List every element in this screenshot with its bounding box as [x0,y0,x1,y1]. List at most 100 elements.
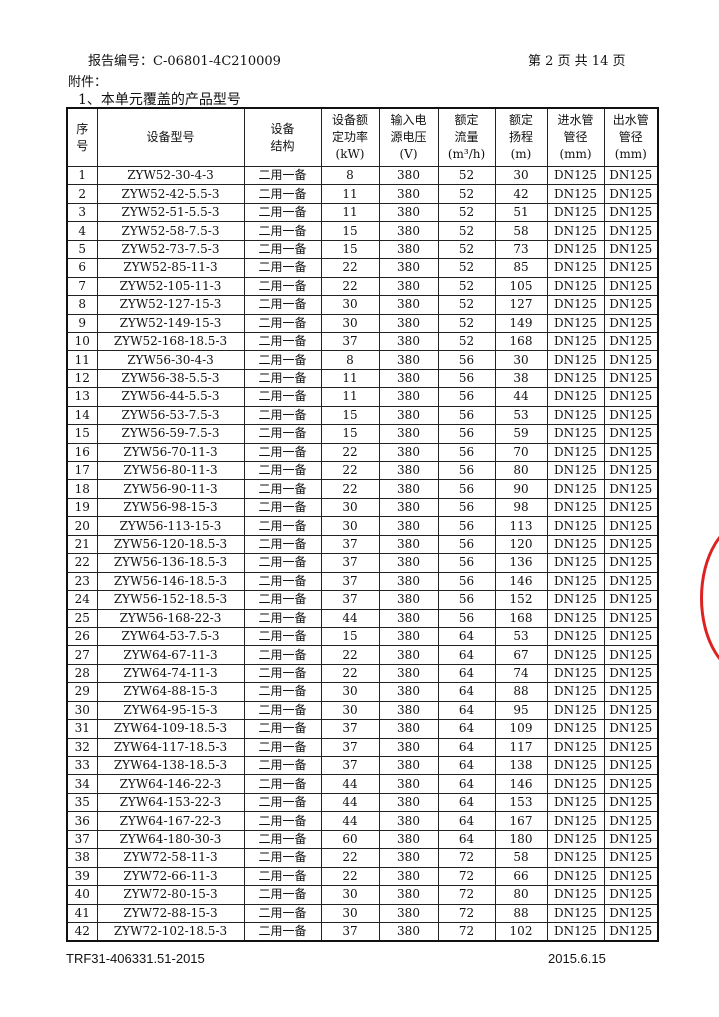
table-cell: 85 [494,258,548,278]
table-cell: 168 [494,608,548,628]
table-cell: 380 [378,424,439,444]
table-cell: 15 [320,239,380,260]
table-cell: DN125 [546,848,605,868]
table-cell: 38 [66,848,98,868]
table-cell: 152 [494,590,548,610]
table-cell: 37 [320,737,380,758]
table-cell: 380 [378,866,439,887]
table-row: 32 ZYW64-117-18.5-3 二用一备 37 380 64 117 DN125 DN1… [66,737,659,758]
table-cell: DN125 [546,442,605,463]
table-cell: 二用一备 [243,258,322,278]
table-cell: 30 [320,497,380,518]
table-cell: 380 [378,534,439,555]
table-cell: 56 [437,350,496,370]
table-cell: DN125 [603,460,659,481]
table-cell: DN125 [546,737,605,758]
table-cell: 二用一备 [243,479,322,499]
table-cell: 30 [320,682,380,702]
table-row: 7 ZYW52-105-11-3 二用一备 22 380 52 105 DN125 DN125 [66,276,659,297]
table-row: 29 ZYW64-88-15-3 二用一备 30 380 64 88 DN125 DN125 [66,682,659,702]
table-row: 35 ZYW64-153-22-3 二用一备 44 380 64 153 DN125 DN125 [66,792,659,813]
table-cell: DN125 [546,202,605,223]
table-cell: 98 [494,497,548,518]
table-row: 23 ZYW56-146-18.5-3 二用一备 37 380 56 146 DN125 DN1… [66,571,659,592]
table-cell: 29 [66,682,98,702]
table-cell: ZYW64-109-18.5-3 [96,719,245,739]
table-cell: DN125 [603,479,659,499]
table-cell: ZYW64-153-22-3 [96,792,245,813]
table-cell: 90 [494,479,548,499]
table-cell: 380 [378,516,439,536]
table-cell: DN125 [546,424,605,444]
table-cell: 30 [494,350,548,370]
table-cell: 44 [320,811,380,831]
table-cell: 30 [320,700,380,721]
table-cell: ZYW64-88-15-3 [96,682,245,702]
table-cell: 380 [378,387,439,407]
table-cell: ZYW52-58-7.5-3 [96,221,245,241]
table-cell: 70 [494,442,548,463]
table-cell: 38 [494,368,548,389]
table-cell: 5 [66,239,98,260]
table-cell: DN125 [546,387,605,407]
table-cell: ZYW64-53-7.5-3 [96,626,245,647]
table-row: 21 ZYW56-120-18.5-3 二用一备 37 380 56 120 DN125 DN1… [66,534,659,555]
table-cell: DN125 [546,184,605,204]
table-cell: 二用一备 [243,626,322,647]
table-cell: ZYW52-42-5.5-3 [96,184,245,204]
table-cell: DN125 [603,184,659,204]
table-cell: 二用一备 [243,553,322,573]
table-cell: 32 [66,737,98,758]
table-row: 42 ZYW72-102-18.5-3 二用一备 37 380 72 102 DN125 DN1… [66,921,659,942]
table-cell: 380 [378,645,439,665]
table-cell: ZYW72-66-11-3 [96,866,245,887]
column-header: 设备额 定功率 (kW) [320,107,380,167]
table-cell: 56 [437,442,496,463]
table-cell: 105 [494,276,548,297]
table-cell: ZYW64-117-18.5-3 [96,737,245,758]
table-cell: DN125 [603,368,659,389]
table-cell: 二用一备 [243,645,322,665]
table-cell: 22 [320,442,380,463]
table-cell: 33 [66,755,98,776]
table-cell: DN125 [546,755,605,776]
table-cell: 73 [494,239,548,260]
table-cell: 22 [320,848,380,868]
table-cell: DN125 [603,295,659,315]
column-header: 设备型号 [96,107,245,167]
table-cell: 二用一备 [243,792,322,813]
table-cell: ZYW56-70-11-3 [96,442,245,463]
table-cell: DN125 [603,442,659,463]
table-cell: 4 [66,221,98,241]
table-cell: 11 [66,350,98,370]
table-cell: DN125 [603,811,659,831]
table-cell: 二用一备 [243,755,322,776]
table-cell: 380 [378,221,439,241]
table-cell: 34 [66,774,98,794]
table-cell: ZYW72-58-11-3 [96,848,245,868]
table-cell: 56 [437,534,496,555]
table-cell: 二用一备 [243,442,322,463]
table-cell: 21 [66,534,98,555]
table-cell: 二用一备 [243,424,322,444]
table-cell: DN125 [603,866,659,887]
table-cell: DN125 [603,774,659,794]
table-cell: ZYW72-102-18.5-3 [96,921,245,942]
table-cell: 56 [437,590,496,610]
table-cell: ZYW56-98-15-3 [96,497,245,518]
table-cell: 72 [437,903,496,923]
table-cell: DN125 [546,368,605,389]
table-cell: 80 [494,460,548,481]
table-cell: 二用一备 [243,387,322,407]
table-cell: DN125 [603,239,659,260]
table-cell: DN125 [603,645,659,665]
table-cell: 380 [378,737,439,758]
table-cell: ZYW56-146-18.5-3 [96,571,245,592]
column-header: 额定 扬程 (m) [494,107,548,167]
table-row: 36 ZYW64-167-22-3 二用一备 44 380 64 167 DN125 DN125 [66,811,659,831]
table-cell: DN125 [546,221,605,241]
table-cell: 80 [494,885,548,905]
table-cell: DN125 [546,700,605,721]
table-cell: 52 [437,258,496,278]
